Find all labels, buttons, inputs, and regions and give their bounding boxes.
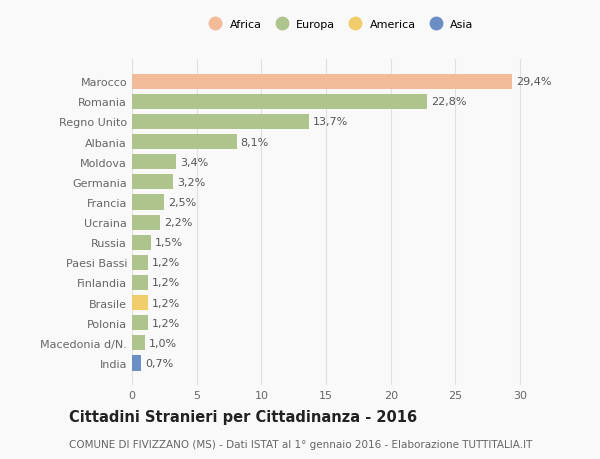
Text: 2,2%: 2,2% [164,218,193,228]
Text: 1,2%: 1,2% [151,298,179,308]
Text: 1,2%: 1,2% [151,318,179,328]
Bar [132,74,512,90]
Bar [132,296,148,310]
Bar [132,135,237,150]
Text: 3,2%: 3,2% [177,178,206,187]
Text: 1,0%: 1,0% [149,338,177,348]
Text: 0,7%: 0,7% [145,358,173,368]
Text: 29,4%: 29,4% [516,77,552,87]
Text: Cittadini Stranieri per Cittadinanza - 2016: Cittadini Stranieri per Cittadinanza - 2… [69,409,417,425]
Bar [132,235,151,250]
Text: 2,5%: 2,5% [168,197,196,207]
Bar [132,115,309,130]
Bar [132,275,148,291]
Bar [132,195,164,210]
Text: 1,2%: 1,2% [151,278,179,288]
Bar [132,215,160,230]
Text: 13,7%: 13,7% [313,117,349,127]
Bar [132,336,145,351]
Text: COMUNE DI FIVIZZANO (MS) - Dati ISTAT al 1° gennaio 2016 - Elaborazione TUTTITAL: COMUNE DI FIVIZZANO (MS) - Dati ISTAT al… [69,439,532,449]
Bar [132,155,176,170]
Legend: Africa, Europa, America, Asia: Africa, Europa, America, Asia [204,20,474,29]
Text: 8,1%: 8,1% [241,137,269,147]
Text: 1,2%: 1,2% [151,258,179,268]
Text: 22,8%: 22,8% [431,97,466,107]
Bar [132,95,427,110]
Text: 3,4%: 3,4% [180,157,208,168]
Bar [132,255,148,270]
Bar [132,356,141,371]
Bar [132,315,148,330]
Text: 1,5%: 1,5% [155,238,184,248]
Bar [132,175,173,190]
